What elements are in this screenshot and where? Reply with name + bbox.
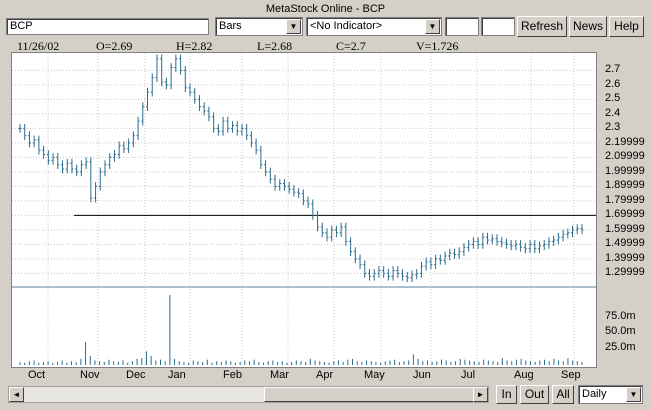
price-tick-label: 1.29999 [605, 266, 645, 279]
month-tick-label: Apr [316, 369, 334, 381]
ohlc-high: H=2.82 [176, 39, 213, 53]
zoom-in-button[interactable]: In [496, 385, 517, 404]
month-tick-label: Nov [80, 369, 100, 381]
ohlc-date: 11/26/02 [17, 39, 60, 53]
price-tick-label: 2.3 [605, 121, 621, 134]
price-tick-label: 2.09999 [605, 150, 645, 163]
ohlc-low: L=2.68 [257, 39, 293, 53]
month-tick-label: Jun [413, 369, 431, 381]
month-tick-label: Jul [461, 369, 476, 381]
horizontal-scrollbar[interactable]: ◄ ► [8, 386, 489, 403]
price-tick-label: 1.59999 [605, 222, 645, 235]
price-tick-label: 1.69999 [605, 208, 645, 221]
indicator-value: <No Indicator> [310, 20, 383, 32]
price-tick-label: 1.89999 [605, 179, 645, 192]
chevron-down-icon[interactable]: ▼ [286, 19, 301, 34]
chevron-down-icon[interactable]: ▼ [425, 19, 440, 34]
month-tick-label: Aug [514, 369, 534, 381]
month-tick-label: Oct [28, 369, 46, 381]
ohlc-close: C=2.7 [336, 39, 366, 53]
price-tick-label: 2.19999 [605, 135, 645, 148]
price-tick-label: 2.6 [605, 77, 621, 90]
scroll-left-icon[interactable]: ◄ [9, 387, 24, 402]
price-tick-label: 1.99999 [605, 164, 645, 177]
price-tick-label: 2.5 [605, 92, 621, 105]
month-tick-label: Feb [223, 369, 242, 381]
chart-type-select[interactable]: Bars ▼ [215, 17, 303, 36]
volume-tick-label: 25.0m [605, 341, 636, 353]
month-tick-label: May [364, 369, 385, 381]
month-tick-label: Sep [561, 369, 581, 381]
zoom-out-button[interactable]: Out [520, 385, 549, 404]
month-tick-label: Jan [168, 369, 186, 381]
window-title: MetaStock Online - BCP [265, 3, 386, 15]
volume-tick-label: 50.0m [605, 325, 636, 337]
symbol-input[interactable]: BCP [6, 18, 209, 35]
price-tick-label: 1.49999 [605, 237, 645, 250]
chart-panel[interactable] [11, 52, 597, 368]
scroll-thumb[interactable] [264, 387, 480, 402]
month-tick-label: Dec [126, 369, 146, 381]
ohlc-open: O=2.69 [96, 39, 133, 53]
news-button[interactable]: News [569, 16, 607, 37]
help-button[interactable]: Help [609, 16, 644, 37]
chart-type-value: Bars [219, 20, 242, 32]
scroll-right-icon[interactable]: ► [473, 387, 488, 402]
price-tick-label: 2.4 [605, 106, 621, 119]
price-volume-chart [12, 53, 596, 365]
refresh-button[interactable]: Refresh [517, 16, 567, 37]
volume-tick-label: 75.0m [605, 310, 636, 322]
chevron-down-icon[interactable]: ▼ [626, 387, 641, 402]
period-select[interactable]: Daily ▼ [578, 385, 643, 404]
indicator-select[interactable]: <No Indicator> ▼ [306, 17, 442, 36]
price-tick-label: 2.7 [605, 63, 621, 76]
period-value: Daily [582, 388, 607, 400]
parameter-input-1[interactable] [445, 17, 479, 36]
ohlc-volume: V=1.726 [416, 39, 459, 53]
price-tick-label: 1.39999 [605, 251, 645, 264]
price-tick-label: 1.79999 [605, 193, 645, 206]
month-tick-label: Mar [270, 369, 289, 381]
show-all-button[interactable]: All [552, 385, 574, 404]
parameter-input-2[interactable] [481, 17, 515, 36]
